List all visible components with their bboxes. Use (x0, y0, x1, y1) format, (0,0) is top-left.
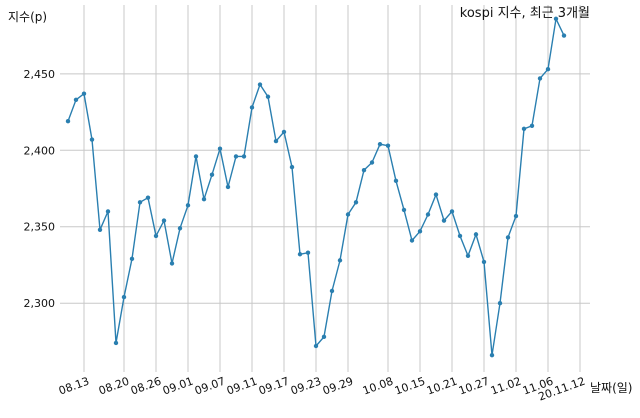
data-point (217, 146, 223, 151)
data-point (321, 334, 327, 340)
x-tick-label: 09.17 (257, 375, 291, 398)
data-point (345, 212, 351, 217)
data-point (353, 200, 359, 205)
data-point (361, 167, 367, 173)
x-tick-label: 11.02 (489, 375, 523, 398)
data-point (265, 94, 271, 99)
chart-title: kospi 지수, 최근 3개월 (460, 6, 590, 21)
data-point (377, 141, 383, 147)
data-point (137, 200, 143, 205)
data-point (113, 340, 119, 346)
data-point (329, 288, 335, 294)
data-point (81, 91, 87, 96)
data-point (297, 252, 303, 257)
data-point (449, 209, 455, 214)
data-point (521, 126, 527, 132)
data-point (121, 294, 127, 300)
data-point (537, 76, 543, 81)
y-tick-label: 2,300 (24, 297, 56, 310)
x-tick-label: 09.01 (161, 375, 195, 398)
x-tick-labels: 08.13 08.2008.2609.0109.0709.1109.1709.23… (57, 375, 587, 404)
data-point (177, 226, 183, 231)
y-tick-labels: 2,300 2,350 2,400 2,450 (24, 68, 56, 310)
data-point (289, 164, 295, 170)
data-point (241, 154, 247, 159)
data-point (497, 300, 503, 306)
x-tick-label: 09.23 (289, 375, 323, 398)
data-point (473, 232, 479, 237)
data-point (233, 154, 239, 159)
data-point (409, 238, 415, 243)
data-point (561, 33, 567, 38)
data-point (529, 123, 535, 129)
data-point (89, 137, 95, 142)
data-point (193, 154, 199, 159)
data-point (169, 261, 175, 266)
data-point (465, 253, 471, 258)
data-point (337, 258, 343, 263)
data-point (545, 67, 551, 72)
x-tick-label: 10.15 (393, 375, 427, 398)
x-axis-label: 날짜(일) (590, 381, 632, 395)
data-point (425, 212, 431, 217)
x-tick-label: 10.21 (425, 375, 459, 398)
data-point (161, 218, 167, 223)
data-point (145, 195, 151, 200)
data-point (209, 172, 215, 177)
series-group (65, 16, 567, 358)
data-point (249, 105, 255, 110)
x-tick-label: 10.27 (457, 375, 491, 398)
data-point (65, 119, 71, 124)
data-point (441, 218, 447, 223)
x-tick-label: 09.11 (225, 375, 259, 398)
data-point (257, 82, 263, 87)
data-point (457, 233, 463, 239)
x-tick-label: 08.26 (129, 375, 163, 398)
data-point (513, 213, 519, 219)
y-axis-label: 지수(p) (8, 10, 47, 24)
data-point (401, 207, 407, 213)
data-point (185, 203, 191, 208)
data-point (369, 160, 375, 165)
y-tick-label: 2,450 (24, 68, 56, 81)
data-point (281, 129, 287, 135)
data-point (481, 259, 487, 265)
x-tick-label: 09.29 (321, 375, 355, 398)
vertical-grid (83, 5, 581, 372)
x-tick-label: 08.20 (97, 375, 131, 398)
data-point (433, 192, 439, 197)
data-point (273, 138, 279, 144)
data-point (553, 16, 559, 21)
data-point (105, 209, 111, 214)
data-point (393, 178, 399, 184)
data-point (97, 227, 103, 232)
y-tick-label: 2,400 (24, 144, 56, 157)
data-point (201, 197, 207, 202)
x-tick-label: 09.07 (193, 375, 227, 398)
data-point (129, 256, 135, 262)
data-point (505, 235, 511, 240)
data-point (385, 143, 391, 148)
y-tick-label: 2,350 (24, 221, 56, 234)
data-point (305, 250, 311, 255)
data-point (417, 229, 423, 234)
data-point (313, 343, 319, 349)
data-point (489, 352, 495, 358)
data-point (153, 233, 159, 239)
horizontal-grid (60, 73, 590, 304)
x-tick-label: 10.08 (361, 375, 395, 398)
data-point (225, 184, 231, 190)
x-tick-label: 08.13 (57, 375, 91, 398)
data-point (73, 97, 79, 103)
